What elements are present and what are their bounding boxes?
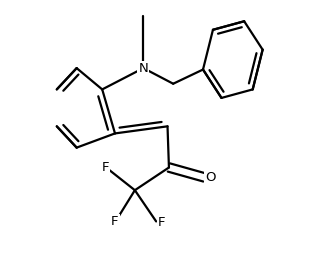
Text: F: F [111,215,119,228]
Text: N: N [139,62,148,75]
Text: F: F [101,161,109,174]
Text: F: F [157,216,165,229]
Text: O: O [205,171,216,184]
